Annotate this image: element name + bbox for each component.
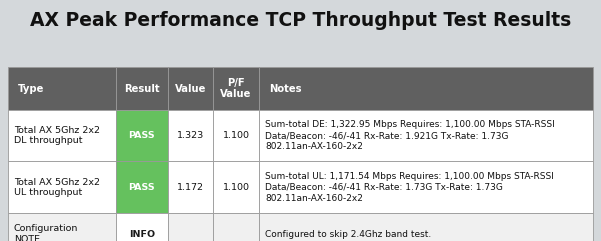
Bar [259, 67, 593, 110]
Text: 1.100: 1.100 [222, 131, 249, 140]
Bar [168, 67, 213, 110]
Text: 1.323: 1.323 [177, 131, 204, 140]
Text: Notes: Notes [269, 84, 302, 94]
Text: PASS: PASS [129, 183, 155, 192]
Text: Type: Type [18, 84, 44, 94]
Bar [116, 161, 168, 213]
Text: P/F
Value: P/F Value [221, 78, 252, 99]
Bar [168, 161, 213, 213]
Bar [259, 110, 593, 161]
Bar [8, 110, 116, 161]
Text: Configured to skip 2.4Ghz band test.: Configured to skip 2.4Ghz band test. [265, 230, 431, 239]
Bar [8, 67, 116, 110]
Bar [259, 213, 593, 241]
Bar [116, 213, 168, 241]
Text: INFO: INFO [129, 230, 155, 239]
Bar [116, 110, 168, 161]
Text: Sum-total DE: 1,322.95 Mbps Requires: 1,100.00 Mbps STA-RSSI
Data/Beacon: -46/-4: Sum-total DE: 1,322.95 Mbps Requires: 1,… [265, 120, 555, 151]
Text: AX Peak Performance TCP Throughput Test Results: AX Peak Performance TCP Throughput Test … [30, 11, 571, 30]
Bar [168, 110, 213, 161]
Text: Value: Value [175, 84, 206, 94]
Bar [259, 161, 593, 213]
Text: Result: Result [124, 84, 160, 94]
Text: 1.172: 1.172 [177, 183, 204, 192]
Text: 1.100: 1.100 [222, 183, 249, 192]
Text: Configuration
NOTE: Configuration NOTE [14, 225, 78, 241]
Text: Sum-total UL: 1,171.54 Mbps Requires: 1,100.00 Mbps STA-RSSI
Data/Beacon: -46/-4: Sum-total UL: 1,171.54 Mbps Requires: 1,… [265, 172, 554, 203]
Text: Total AX 5Ghz 2x2
UL throughput: Total AX 5Ghz 2x2 UL throughput [14, 178, 100, 197]
Bar [213, 161, 259, 213]
Bar [213, 213, 259, 241]
Bar [8, 161, 116, 213]
Bar [213, 110, 259, 161]
Bar [116, 67, 168, 110]
Bar [168, 213, 213, 241]
Text: PASS: PASS [129, 131, 155, 140]
Bar [8, 213, 116, 241]
Bar [213, 67, 259, 110]
Text: Total AX 5Ghz 2x2
DL throughput: Total AX 5Ghz 2x2 DL throughput [14, 126, 100, 145]
